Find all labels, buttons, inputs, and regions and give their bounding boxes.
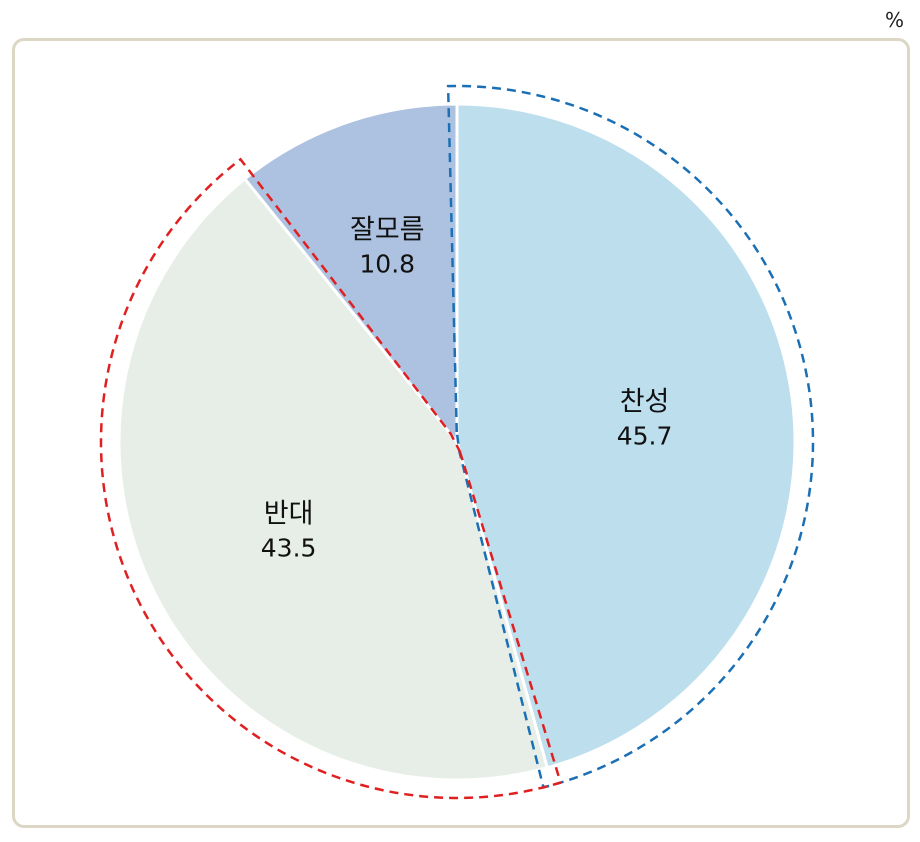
slice-label-jalmoreum: 잘모름 bbox=[350, 214, 425, 245]
slice-label-bandae: 반대 bbox=[264, 498, 314, 529]
slice-value-bandae: 43.5 bbox=[261, 533, 317, 562]
pie-labels: 찬성 45.7 반대 43.5 잘모름 10.8 bbox=[261, 214, 673, 562]
highlight-outline-bandae bbox=[99, 157, 563, 800]
pie-slices bbox=[117, 102, 797, 782]
pie-slice-chanseong bbox=[455, 102, 797, 770]
pie-slice-jalmoreum bbox=[242, 102, 459, 447]
slice-value-jalmoreum: 10.8 bbox=[359, 249, 415, 278]
pie-slice-bandae bbox=[117, 176, 550, 782]
unit-label: % bbox=[884, 8, 904, 32]
highlight-outline-chanseong bbox=[446, 84, 815, 789]
slice-value-chanseong: 45.7 bbox=[617, 422, 673, 451]
slice-label-chanseong: 찬성 bbox=[620, 387, 670, 418]
pie-highlight-outlines bbox=[99, 84, 815, 800]
